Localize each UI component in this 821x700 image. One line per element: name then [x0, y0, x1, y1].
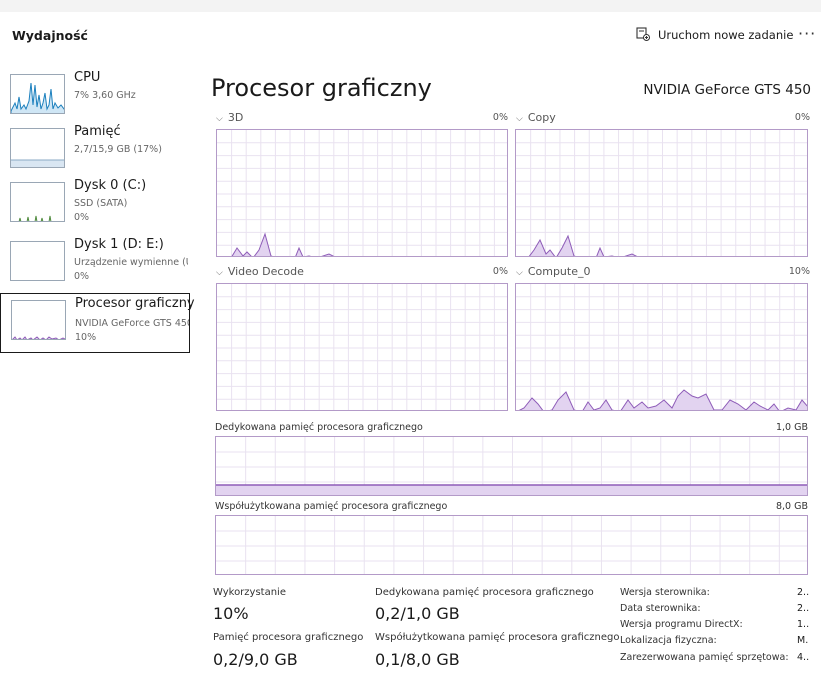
shared-memory-label: Współużytkowana pamięć procesora graficz…: [215, 501, 448, 512]
more-options-icon[interactable]: ···: [798, 24, 817, 43]
dedicated-stat-value: 0,2/1,0 GB: [375, 604, 460, 623]
shared-stat-label: Współużytkowana pamięć procesora graficz…: [375, 632, 620, 643]
engine-selector-copy[interactable]: ⌵ Copy: [516, 111, 556, 124]
engine-label-video-decode: Video Decode: [227, 265, 304, 278]
directx-version-value: 1..: [797, 619, 810, 630]
sidebar-item-disk0-usage: 0%: [74, 212, 90, 223]
engine-label-copy: Copy: [527, 111, 556, 124]
physical-location-value: M.: [797, 635, 809, 646]
engine-label-compute-0: Compute_0: [527, 265, 591, 278]
new-task-icon: [636, 26, 650, 45]
cpu-thumbnail-graph: [10, 74, 65, 114]
sidebar-item-disk0-name: Dysk 0 (C:): [74, 178, 147, 193]
header-bar: Wydajność Uruchom nowe zadanie ···: [0, 12, 821, 58]
engine-percent-copy: 0%: [794, 112, 810, 123]
engine-selector-video-decode[interactable]: ⌵ Video Decode: [216, 265, 304, 278]
driver-version-value: 2..: [797, 587, 810, 598]
reserved-memory-label: Zarezerwowana pamięć sprzętowa:: [620, 652, 789, 663]
sidebar-item-cpu-name: CPU: [74, 70, 101, 85]
engine-label-3d: 3D: [227, 111, 244, 124]
sidebar-item-gpu-usage: 10%: [75, 332, 97, 343]
engine-graph-3d: [216, 129, 508, 257]
gpu-model-name: NVIDIA GeForce GTS 450: [643, 82, 811, 98]
shared-stat-value: 0,1/8,0 GB: [375, 650, 460, 669]
disk1-thumbnail-graph: [10, 241, 65, 281]
dedicated-stat-label: Dedykowana pamięć procesora graficznego: [375, 587, 594, 598]
engine-graph-video-decode: [216, 283, 508, 411]
page-title: Procesor graficzny: [211, 74, 432, 102]
chevron-down-icon: ⌵: [516, 114, 523, 124]
driver-version-label: Wersja sterownika:: [620, 587, 710, 598]
sidebar-item-memory-detail: 2,7/15,9 GB (17%): [74, 144, 162, 155]
sidebar-item-disk1-name: Dysk 1 (D: E:): [74, 237, 164, 252]
sidebar-item-disk0-type: SSD (SATA): [74, 198, 128, 209]
sidebar-item-cpu[interactable]: CPU 7% 3,60 GHz: [0, 68, 190, 126]
sidebar-item-disk1-usage: 0%: [74, 271, 90, 282]
gpu-memory-stat-value: 0,2/9,0 GB: [213, 650, 298, 669]
sidebar-item-gpu[interactable]: Procesor graficzny NVIDIA GeForce GTS 45…: [0, 293, 195, 353]
utilization-label: Wykorzystanie: [213, 587, 286, 598]
shared-memory-graph: [215, 515, 808, 575]
engine-graph-compute-0: [515, 283, 808, 411]
sidebar-item-cpu-detail: 7% 3,60 GHz: [74, 90, 136, 101]
sidebar-item-disk0[interactable]: Dysk 0 (C:) SSD (SATA) 0%: [0, 176, 190, 234]
sidebar-item-memory[interactable]: Pamięć 2,7/15,9 GB (17%): [0, 122, 190, 180]
engine-percent-compute-0: 10%: [788, 266, 810, 277]
engine-selector-compute-0[interactable]: ⌵ Compute_0: [516, 265, 591, 278]
engine-percent-3d: 0%: [492, 112, 508, 123]
chevron-down-icon: ⌵: [216, 114, 223, 124]
dedicated-memory-graph: [215, 436, 808, 496]
gpu-memory-stat-label: Pamięć procesora graficznego: [213, 632, 364, 643]
utilization-value: 10%: [213, 604, 249, 623]
memory-thumbnail-graph: [10, 128, 65, 168]
dedicated-memory-label: Dedykowana pamięć procesora graficznego: [215, 422, 423, 433]
sidebar-item-memory-name: Pamięć: [74, 124, 121, 139]
title-bar-strip: [0, 0, 821, 12]
chevron-down-icon: ⌵: [516, 268, 523, 278]
driver-date-value: 2..: [797, 603, 810, 614]
reserved-memory-value: 4..: [797, 652, 810, 663]
sidebar-item-disk1-type: Urządzenie wymienne (U: [74, 257, 188, 268]
engine-selector-3d[interactable]: ⌵ 3D: [216, 111, 243, 124]
driver-date-label: Data sterownika:: [620, 603, 701, 614]
disk0-thumbnail-graph: [10, 182, 65, 222]
shared-memory-max: 8,0 GB: [775, 501, 808, 512]
physical-location-label: Lokalizacja fizyczna:: [620, 635, 717, 646]
engine-percent-video-decode: 0%: [492, 266, 508, 277]
sidebar-item-disk1[interactable]: Dysk 1 (D: E:) Urządzenie wymienne (U 0%: [0, 235, 190, 293]
run-new-task-label: Uruchom nowe zadanie: [658, 28, 794, 42]
gpu-thumbnail-graph: [11, 300, 66, 340]
page-section-title: Wydajność: [12, 28, 88, 43]
sidebar-item-gpu-model: NVIDIA GeForce GTS 450: [75, 318, 189, 329]
directx-version-label: Wersja programu DirectX:: [620, 619, 743, 630]
dedicated-memory-max: 1,0 GB: [775, 422, 808, 433]
run-new-task-button[interactable]: Uruchom nowe zadanie: [636, 26, 793, 44]
chevron-down-icon: ⌵: [216, 268, 223, 278]
engine-graph-copy: [515, 129, 808, 257]
sidebar-item-gpu-name: Procesor graficzny: [75, 296, 195, 311]
